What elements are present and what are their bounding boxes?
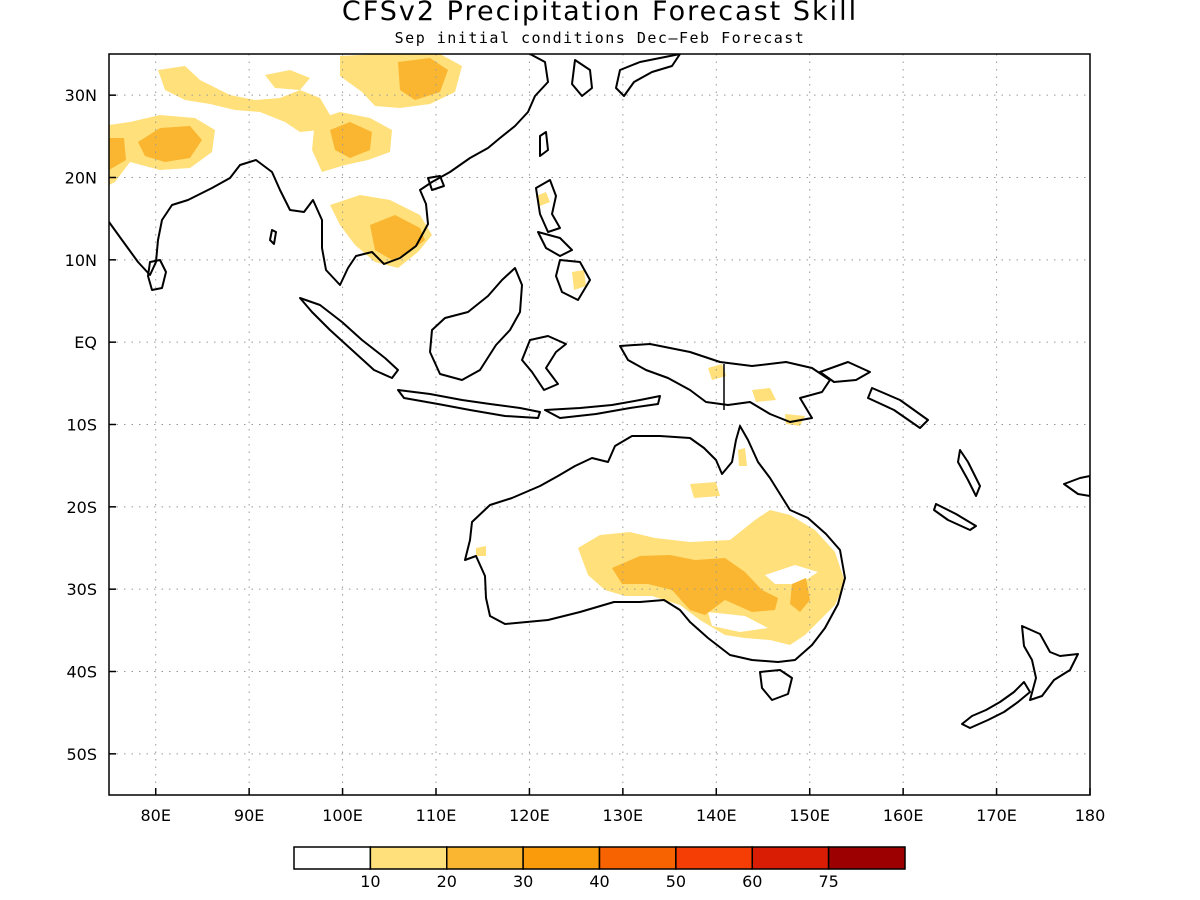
lon-tick-label: 150E	[789, 806, 830, 825]
coastline-new-guinea	[619, 343, 831, 423]
colorbar-label: 30	[513, 872, 533, 891]
colorbar-swatch	[598, 846, 677, 870]
colorbar-label: 60	[742, 872, 762, 891]
skill-region-himalaya	[158, 66, 330, 132]
skill-region-new-guinea-east	[752, 388, 776, 402]
skill-region-australia-core	[612, 555, 778, 615]
skill-region-tibet	[265, 70, 310, 90]
lat-axis: 30N 20N 10N EQ 10S 20S 30S 40S 50S	[65, 86, 116, 764]
lon-tick-label: 160E	[883, 806, 924, 825]
lon-axis: 80E 90E 100E 110E 120E 130E 140E 150E 160E 170E 18…	[140, 788, 1105, 825]
coastline-nz-north	[1021, 625, 1079, 701]
coastline-japan	[615, 54, 681, 97]
skill-region-india-west	[109, 138, 126, 170]
skill-region-yunnan-core	[330, 122, 372, 158]
colorbar-label: 20	[437, 872, 457, 891]
skill-region-new-guinea-west	[708, 364, 726, 380]
colorbar-swatch	[675, 846, 753, 870]
lon-tick-label: 120E	[509, 806, 550, 825]
coastlines	[109, 54, 1090, 729]
lat-tick-label: 50S	[66, 745, 97, 764]
skill-region-gulf	[690, 482, 720, 498]
skill-region-luzon	[536, 192, 550, 206]
skill-region-australia-core-east	[790, 578, 810, 612]
coastline-sulawesi	[521, 335, 567, 391]
lon-tick-label: 110E	[416, 806, 457, 825]
lon-tick-label: 80E	[140, 806, 170, 825]
coastline-borneo	[429, 267, 523, 381]
lat-tick-label: 10N	[65, 251, 97, 270]
coastline-vanuatu	[957, 449, 981, 497]
skill-region-nw-speck	[476, 546, 486, 556]
colorbar: 10 20 30 40 50 60 75	[293, 846, 906, 891]
lon-tick-label: 100E	[322, 806, 363, 825]
coastline-australia	[464, 425, 846, 663]
coastline-new-britain	[819, 361, 871, 383]
skill-region-india-core	[138, 126, 202, 162]
colorbar-swatch	[293, 846, 372, 870]
lat-tick-label: 30N	[65, 86, 97, 105]
skill-region-china-core	[398, 58, 448, 100]
coastline-sumatra	[299, 297, 399, 379]
colorbar-swatch	[751, 846, 830, 870]
colorbar-label: 50	[666, 872, 686, 891]
lat-tick-label: 40S	[66, 663, 97, 682]
skill-shading	[109, 54, 845, 645]
colorbar-label: 10	[360, 872, 380, 891]
coastline-luzon	[535, 179, 561, 233]
skill-region-mindanao	[572, 270, 586, 290]
skill-region-cape-york	[738, 448, 747, 466]
coastline-asia	[109, 54, 549, 286]
colorbar-swatch	[522, 846, 601, 870]
lat-tick-label: 30S	[66, 580, 97, 599]
lat-tick-label: 20S	[66, 498, 97, 517]
coastline-mindanao	[555, 259, 591, 301]
coastline-java	[397, 389, 541, 419]
coastline-tasmania	[759, 669, 793, 701]
skill-region-australia-clear-2	[708, 612, 768, 632]
coastline-fiji	[1063, 475, 1090, 497]
lon-tick-label: 180	[1075, 806, 1106, 825]
coastline-sri-lanka	[147, 259, 167, 291]
lon-tick-label: 170E	[976, 806, 1017, 825]
colorbar-swatch	[827, 846, 906, 870]
coastline-andaman	[269, 229, 277, 245]
lat-tick-label: 10S	[66, 416, 97, 435]
colorbar-swatch	[369, 846, 448, 870]
map-title: CFSv2 Precipitation Forecast Skill	[341, 0, 859, 27]
coastline-nz-south	[961, 681, 1031, 729]
coastline-korea	[571, 59, 593, 97]
coastline-hainan	[427, 175, 445, 191]
coastline-solomons	[867, 387, 929, 429]
lon-tick-label: 90E	[234, 806, 264, 825]
lon-tick-label: 140E	[696, 806, 737, 825]
lat-tick-label: 20N	[65, 169, 97, 188]
lon-tick-label: 130E	[603, 806, 644, 825]
colorbar-swatch	[446, 846, 524, 870]
coastline-visayas	[537, 231, 573, 257]
map-subtitle: Sep initial conditions Dec–Feb Forecast	[394, 29, 806, 47]
gridlines	[109, 54, 1090, 795]
colorbar-label: 40	[589, 872, 609, 891]
coastline-taiwan	[539, 131, 549, 157]
coastline-new-caledonia	[933, 503, 977, 531]
coastline-lesser-sunda	[544, 395, 661, 419]
lat-tick-label: EQ	[74, 333, 97, 352]
colorbar-label: 75	[818, 872, 838, 891]
